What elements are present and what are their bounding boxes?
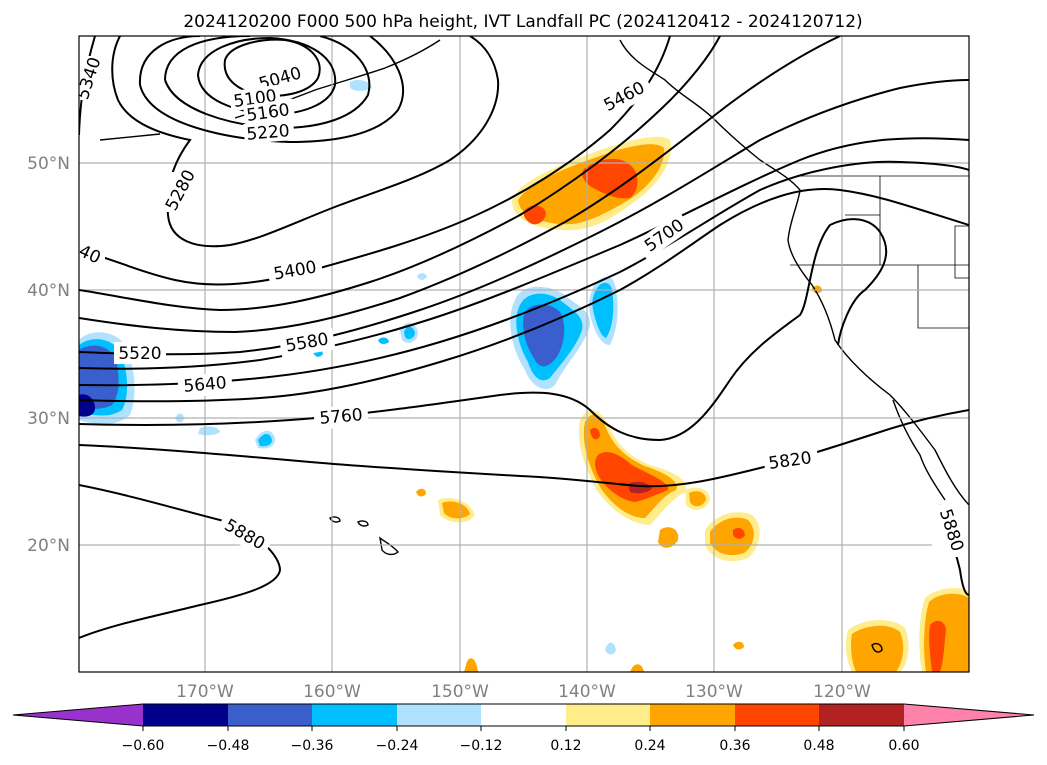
colorbar-segment xyxy=(650,704,735,726)
ivt-positive-region-north-core xyxy=(582,158,638,199)
lon-label: 130°W xyxy=(685,682,743,702)
colorbar-tick-label: 0.36 xyxy=(719,738,750,754)
lat-label: 20°N xyxy=(27,536,70,556)
ivt-positive-spot-5 xyxy=(630,664,644,672)
contour-5580 xyxy=(79,137,969,370)
colorbar-tick-label: −0.24 xyxy=(376,738,419,754)
ivt-negative-region-west-core xyxy=(79,345,119,409)
colorbar-extend-high xyxy=(904,704,1034,726)
ivt-negative-spot-1-inner xyxy=(258,434,272,447)
ivt-positive-region-southeast-inner xyxy=(710,517,754,556)
map-panel: 5340 5040 5100 5160 5220 5280 5460 40 54… xyxy=(78,35,970,673)
ivt-negative-spot-2 xyxy=(198,426,220,436)
ivt-positive-spot-1 xyxy=(416,488,426,497)
colorbar-segment xyxy=(228,704,312,726)
contour-5820 xyxy=(79,409,969,488)
contour-labels: 5340 5040 5100 5160 5220 5280 5460 40 54… xyxy=(79,55,969,558)
contour-5280 xyxy=(111,36,500,248)
colorbar-segment xyxy=(819,704,904,726)
lon-label: 150°W xyxy=(431,682,489,702)
colorbar-segment xyxy=(312,704,397,726)
ivt-negative-spot-7 xyxy=(417,273,427,280)
ivt-positive-spot-4 xyxy=(464,658,478,672)
colorbar-tick-label: −0.12 xyxy=(460,738,503,754)
lon-labels: 170°W 160°W 150°W 140°W 130°W 120°W xyxy=(176,682,871,702)
ivt-positive-region-south-spot xyxy=(590,428,600,440)
colorbar-ticks xyxy=(142,726,905,731)
colorbar-tick-label: 0.48 xyxy=(803,738,834,754)
colorbar: −0.60 −0.48 −0.36 −0.24 −0.12 0.12 0.24 … xyxy=(12,703,1035,754)
colorbar-segment xyxy=(143,704,228,726)
colorbar-tick-label: 0.12 xyxy=(550,738,581,754)
colorbar-tick-label: 0.24 xyxy=(634,738,665,754)
ivt-negative-spot-8 xyxy=(605,642,616,655)
colorbar-tick-label: −0.36 xyxy=(291,738,334,754)
ivt-positive-region-corner-2-core xyxy=(929,620,946,672)
ivt-negative-spot-9 xyxy=(378,337,389,345)
contour-5340b xyxy=(79,36,671,286)
colorbar-extend-low xyxy=(13,704,143,726)
ivt-positive-region-small-3-inner xyxy=(442,501,470,519)
lon-label: 170°W xyxy=(176,682,234,702)
lon-label: 160°W xyxy=(303,682,361,702)
ivt-positive-region-southeast-core xyxy=(733,527,745,539)
ivt-positive-region-small-2 xyxy=(658,527,679,548)
lon-label: 140°W xyxy=(558,682,616,702)
contour-label: 5220 xyxy=(246,121,291,145)
ivt-positive-region-corner-1-inner xyxy=(851,625,904,672)
gridlines xyxy=(79,36,969,672)
map-frame xyxy=(78,35,970,673)
height-contours xyxy=(79,36,969,639)
ivt-negative-spot-3-inner xyxy=(404,326,415,340)
contour-5460 xyxy=(79,36,841,334)
colorbar-segment xyxy=(481,704,566,726)
lon-label: 120°W xyxy=(813,682,871,702)
contour-5640 xyxy=(79,160,969,387)
lat-labels: 50°N 40°N 30°N 20°N xyxy=(27,154,70,556)
contour-5700 xyxy=(79,188,969,403)
ivt-positive-spot-2 xyxy=(733,641,744,650)
political-borders xyxy=(790,175,969,329)
contour-5880 xyxy=(79,484,282,639)
contour-label: 5520 xyxy=(118,344,161,364)
contour-label: 5640 xyxy=(183,373,228,397)
map-title: 2024120200 F000 500 hPa height, IVT Land… xyxy=(183,12,862,32)
colorbar-segment xyxy=(735,704,819,726)
lat-label: 50°N xyxy=(27,154,70,174)
contour-5400 xyxy=(79,36,721,312)
contour-label: 5760 xyxy=(319,405,364,429)
colorbar-tick-label: −0.60 xyxy=(122,738,165,754)
contour-5520 xyxy=(79,79,969,356)
colorbar-segment xyxy=(397,704,481,726)
colorbar-tick-label: −0.48 xyxy=(207,738,250,754)
lat-label: 40°N xyxy=(27,281,70,301)
ivt-positive-region-small-1-inner xyxy=(689,491,706,507)
ivt-negative-spot-6 xyxy=(350,80,372,91)
colorbar-segment xyxy=(566,704,650,726)
colorbar-tick-label: 0.60 xyxy=(888,738,919,754)
lat-label: 30°N xyxy=(27,409,70,429)
